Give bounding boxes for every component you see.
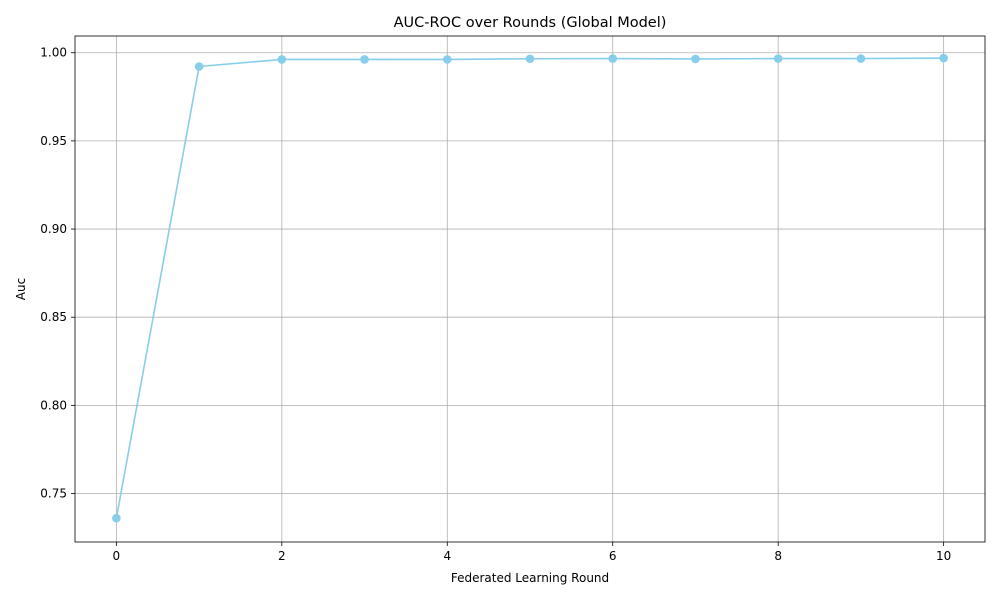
y-tick-label: 0.95 (40, 134, 67, 148)
x-tick-label: 6 (609, 549, 617, 563)
data-point (691, 54, 700, 64)
y-axis-label: Auc (14, 278, 28, 300)
y-tick-label: 0.80 (40, 398, 67, 412)
x-axis-label: Federated Learning Round (451, 571, 609, 585)
data-point (277, 55, 287, 64)
x-tick-label: 8 (774, 549, 782, 563)
series-layer (112, 53, 948, 523)
x-tick-label: 0 (113, 549, 121, 563)
data-point (360, 55, 369, 64)
chart-title: AUC-ROC over Rounds (Global Model) (394, 15, 667, 31)
data-point (525, 54, 535, 64)
x-tick-label: 2 (278, 549, 286, 563)
x-tick-label: 10 (936, 549, 951, 563)
data-point (608, 54, 618, 63)
data-point (194, 62, 204, 71)
data-point (442, 55, 452, 64)
y-axis-ticks: 0.75 0.80 0.85 0.90 0.95 1.00 (40, 46, 75, 501)
y-tick-label: 0.75 (40, 487, 67, 501)
y-tick-label: 1.00 (40, 46, 67, 60)
data-point (856, 54, 866, 63)
y-tick-label: 0.85 (40, 310, 67, 324)
x-axis-ticks: 0 2 4 6 8 10 (113, 542, 951, 563)
plot-frame (74, 35, 986, 543)
y-tick-label: 0.90 (40, 222, 67, 236)
data-point (112, 513, 121, 523)
grid (75, 36, 985, 542)
data-point (939, 53, 948, 63)
data-point (773, 54, 783, 63)
x-tick-label: 4 (443, 549, 451, 563)
